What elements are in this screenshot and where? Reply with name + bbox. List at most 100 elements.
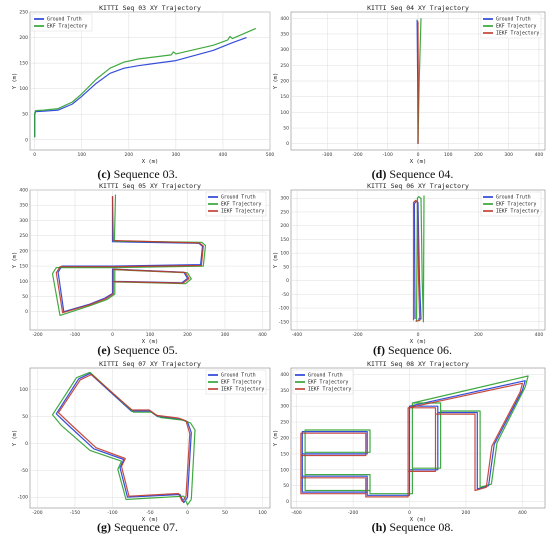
y-tick-label: 150: [280, 237, 289, 243]
chart-title: KITTI Seq 03 XY Trajectory: [99, 4, 201, 12]
y-tick-label: 200: [280, 223, 289, 229]
caption-letter: (c): [97, 167, 111, 181]
legend-label: IEKF Trajectory: [221, 387, 264, 393]
caption-seq06: (f) Sequence 06.: [275, 343, 550, 358]
x-tick-label: 300: [172, 152, 181, 158]
y-tick-label: 150: [19, 61, 28, 67]
x-axis-label: X (m): [142, 339, 159, 345]
chart-seq04: -300 -200 -100 0 100 200 300 400 0 50 100 150 200 250…: [273, 4, 546, 165]
y-tick-label: 350: [280, 388, 289, 394]
chart-title: KITTI Seq 06 XY Trajectory: [367, 182, 469, 190]
caption-text: Sequence 08.: [389, 520, 454, 534]
plot-area: [29, 11, 271, 151]
series-line-2: [412, 199, 421, 322]
y-tick-label: 100: [280, 251, 289, 257]
y-tick-label: -150: [279, 319, 289, 325]
series-line-2: [55, 196, 204, 314]
legend-label: Ground Truth: [308, 373, 343, 379]
y-tick-label: 50: [22, 112, 28, 118]
y-tick-label: 300: [280, 47, 289, 53]
x-tick-label: 100: [146, 332, 155, 338]
y-tick-label: 0: [286, 499, 289, 505]
panel-seq05: -200 -100 0 100 200 300 400 0 50 100 150 200 250 300 3…: [0, 182, 275, 360]
panel-seq08: -400 -200 0 200 400 0 50 100 150 200 250 300 350 400 K…: [273, 360, 550, 539]
x-tick-label: 50: [222, 510, 228, 516]
y-tick-label: 0: [25, 441, 28, 447]
legend-label: EKF Trajectory: [47, 24, 88, 30]
y-tick-label: 50: [22, 414, 28, 420]
chart-seq03: 0 100 200 300 400 500 0 50 100 150 200 250 KITTI Seq…: [12, 4, 275, 165]
y-tick-label: 300: [19, 218, 28, 224]
y-tick-label: 300: [280, 196, 289, 202]
y-tick-label: 0: [25, 137, 28, 143]
series-line-1: [51, 194, 207, 316]
y-tick-label: -100: [279, 306, 289, 312]
y-tick-label: 0: [286, 278, 289, 284]
y-tick-label: 200: [19, 248, 28, 254]
x-tick-label: 300: [504, 152, 513, 158]
y-tick-label: 0: [25, 309, 28, 315]
y-tick-label: 250: [280, 63, 289, 69]
x-tick-label: 100: [258, 510, 267, 516]
chart-title: KITTI Seq 08 XY Trajectory: [367, 360, 469, 368]
y-tick-label: 100: [280, 467, 289, 473]
chart-seq07: -200 -150 -100 -50 0 50 100 -100 -50 0 50 100 KITTI …: [12, 360, 271, 523]
legend-label: IEKF Trajectory: [496, 209, 539, 215]
legend-label: EKF Trajectory: [308, 380, 349, 386]
x-tick-label: 0: [417, 152, 420, 158]
y-tick-label: 100: [19, 279, 28, 285]
x-tick-label: -100: [383, 152, 393, 158]
y-tick-label: 50: [22, 294, 28, 300]
y-tick-label: 150: [19, 264, 28, 270]
x-tick-label: -200: [348, 510, 358, 516]
caption-seq03: (c) Sequence 03.: [0, 167, 275, 182]
y-tick-label: 250: [19, 10, 28, 16]
y-tick-label: 200: [280, 79, 289, 85]
x-tick-label: -300: [322, 152, 332, 158]
chart-seq08: -400 -200 0 200 400 0 50 100 150 200 250 300 350 400 K…: [273, 360, 546, 523]
y-tick-label: 350: [280, 31, 289, 37]
legend-label: IEKF Trajectory: [221, 209, 264, 215]
x-tick-label: 0: [408, 510, 411, 516]
x-axis-label: X (m): [410, 159, 427, 165]
y-tick-label: 250: [19, 233, 28, 239]
y-tick-label: 400: [280, 372, 289, 378]
panel-seq07: -200 -150 -100 -50 0 50 100 -100 -50 0 50 100 KITTI …: [0, 360, 275, 539]
legend-label: IEKF Trajectory: [496, 31, 539, 37]
legend-label: EKF Trajectory: [496, 202, 537, 208]
x-tick-label: -200: [32, 332, 42, 338]
x-tick-label: 500: [266, 152, 275, 158]
x-axis-label: X (m): [410, 517, 427, 523]
y-tick-label: 250: [280, 420, 289, 426]
y-axis-label: Y (m): [12, 430, 18, 447]
panel-seq03: 0 100 200 300 400 500 0 50 100 150 200 250 KITTI Seq…: [0, 0, 275, 182]
y-tick-label: 50: [283, 483, 289, 489]
x-axis-label: X (m): [142, 159, 159, 165]
x-tick-label: 400: [535, 152, 544, 158]
y-tick-label: 350: [19, 203, 28, 209]
legend-label: Ground Truth: [47, 17, 82, 23]
series-line-1: [304, 375, 529, 495]
y-tick-label: 100: [280, 110, 289, 116]
x-axis-label: X (m): [142, 517, 159, 523]
series-line-1: [34, 27, 257, 138]
y-tick-label: 200: [280, 436, 289, 442]
series-line-0: [34, 37, 247, 138]
chart-title: KITTI Seq 07 XY Trajectory: [99, 360, 201, 368]
x-tick-label: -200: [32, 510, 42, 516]
x-tick-label: 400: [518, 510, 527, 516]
x-tick-label: 200: [183, 332, 192, 338]
caption-letter: (g): [97, 520, 111, 534]
panel-seq04: -300 -200 -100 0 100 200 300 400 0 50 100 150 200 250…: [273, 0, 550, 182]
panel-seq06: -400 -200 0 200 400 -150 -100 -50 0 50 100 150 200 25…: [273, 182, 550, 360]
caption-letter: (f): [373, 343, 385, 357]
x-tick-label: -150: [70, 510, 80, 516]
x-tick-label: -200: [352, 332, 362, 338]
x-tick-label: 0: [33, 152, 36, 158]
chart-seq05: -200 -100 0 100 200 300 400 0 50 100 150 200 250 300 3…: [12, 182, 271, 345]
x-tick-label: 200: [474, 332, 483, 338]
x-tick-label: -400: [292, 510, 302, 516]
y-tick-label: 300: [280, 404, 289, 410]
legend-label: Ground Truth: [221, 373, 256, 379]
y-axis-label: Y (m): [273, 73, 279, 90]
